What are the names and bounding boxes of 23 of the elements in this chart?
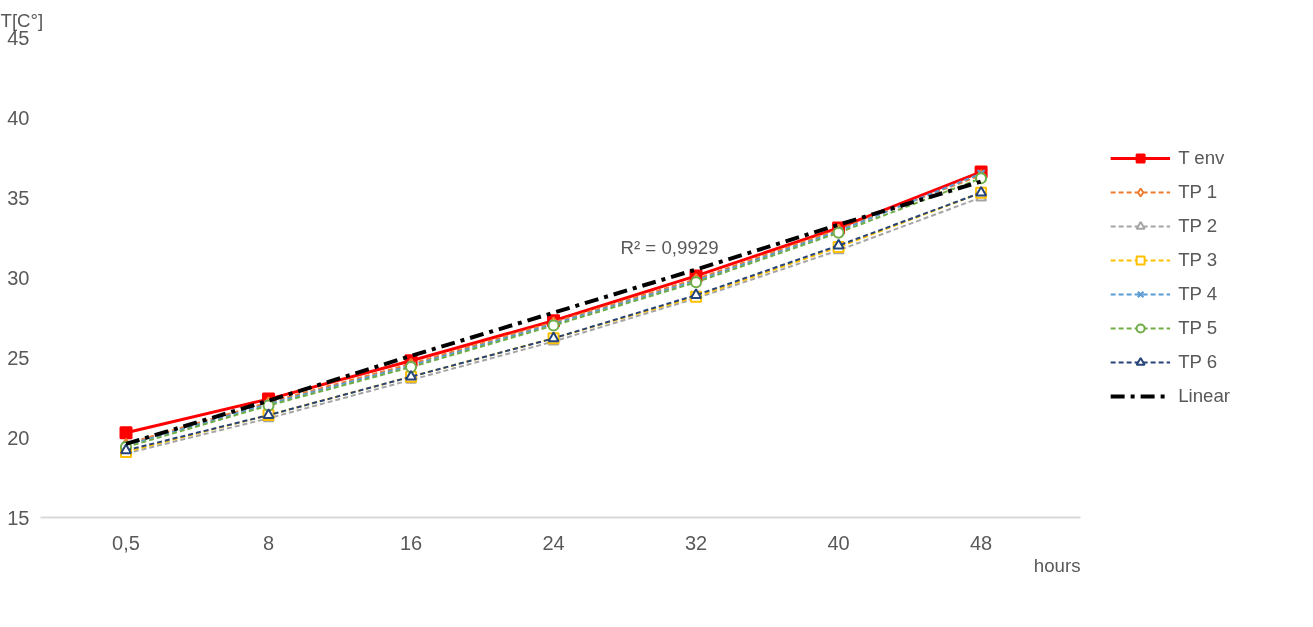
x-tick-label: 48 xyxy=(969,531,993,554)
legend-label: Linear xyxy=(1178,385,1230,407)
legend-label: T env xyxy=(1178,147,1225,169)
x-tick-label: 40 xyxy=(827,531,850,554)
x-tick-label: 24 xyxy=(542,531,565,554)
legend-label: TP 6 xyxy=(1178,351,1218,373)
y-tick-label: 25 xyxy=(7,346,30,369)
legend-label: TP 5 xyxy=(1178,317,1218,339)
y-tick-label: 35 xyxy=(7,186,30,209)
annotation: R² = 0,9929 xyxy=(620,236,719,258)
y-tick-label: 20 xyxy=(7,426,30,449)
x-tick-label: 32 xyxy=(684,531,708,554)
y-tick-label: 30 xyxy=(7,266,30,289)
legend-label: TP 2 xyxy=(1178,215,1218,237)
legend-label: TP 3 xyxy=(1178,249,1218,271)
legend-label: TP 4 xyxy=(1178,283,1218,305)
y-tick-label: 15 xyxy=(7,506,30,529)
x-tick-label: 0,5 xyxy=(112,531,140,554)
x-tick-label: 8 xyxy=(262,531,275,554)
legend-label: TP 1 xyxy=(1178,181,1218,203)
x-tick-label: 16 xyxy=(399,531,423,554)
y-tick-label: 40 xyxy=(7,106,30,129)
x-axis-title: hours xyxy=(1033,554,1081,576)
